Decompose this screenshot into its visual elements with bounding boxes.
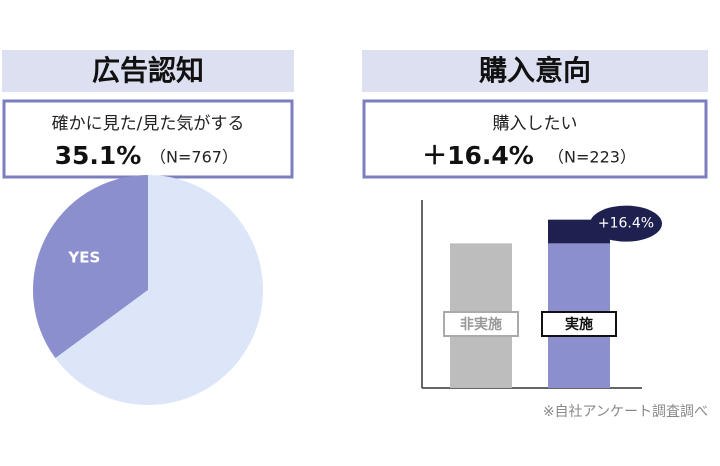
pie-slice [33,175,148,359]
summary-box [362,99,708,179]
category-box [541,311,617,337]
panel-title: 広告認知 [92,54,204,87]
title-band [2,50,294,92]
category-label: 非実施 [460,316,502,333]
summary-label: 購入したい [493,114,578,134]
footnote: ※自社アンケート調査調べ [543,404,708,420]
headline-value: ＋16.4% [422,141,534,170]
title-band [362,50,708,92]
headline-value: 35.1% [55,141,142,170]
sample-size: （N=767） [150,148,238,167]
callout-bubble [590,205,662,242]
panel-title: 購入意向 [479,54,591,87]
summary-box [2,99,294,179]
category-box [443,311,519,337]
sample-size: （N=223） [548,148,636,167]
summary-label: 確かに見た/見た気がする [52,114,245,134]
slice-label: YES [67,248,100,266]
category-label: 実施 [565,316,593,333]
pie-slice [55,174,264,405]
value-label: +16.4% [598,216,654,232]
